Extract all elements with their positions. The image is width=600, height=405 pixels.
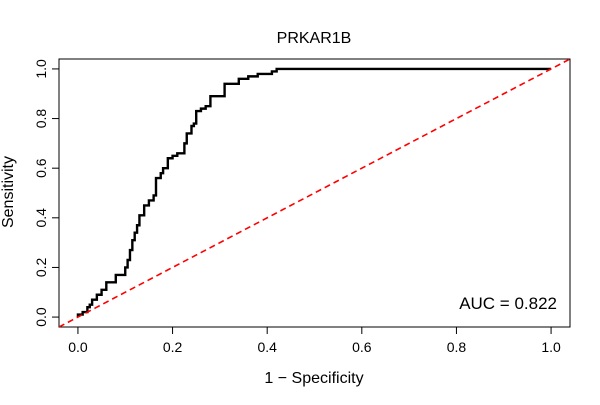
chart-title: PRKAR1B <box>277 30 352 47</box>
x-tick-label: 0.8 <box>447 339 467 355</box>
x-tick-label: 0.2 <box>163 339 183 355</box>
y-tick-label: 0.2 <box>33 258 49 278</box>
chance-diagonal-line <box>59 59 570 327</box>
x-tick-label: 0.4 <box>257 339 277 355</box>
x-tick-label: 0.6 <box>352 339 372 355</box>
x-axis-title: 1 − Specificity <box>264 370 363 387</box>
auc-annotation: AUC = 0.822 <box>459 294 557 313</box>
y-tick-label: 1.0 <box>33 59 49 79</box>
y-axis-title: Sensitivity <box>0 156 17 228</box>
plot-marks: 0.0 0.2 0.4 0.6 0.8 1.0 0.0 0.2 0.4 0.6 0.8 1.0 <box>33 58 571 355</box>
y-tick-label: 0.0 <box>33 307 49 327</box>
x-tick-label: 0.0 <box>68 339 88 355</box>
y-tick-label: 0.4 <box>33 208 49 228</box>
x-tick-label: 1.0 <box>541 339 561 355</box>
y-tick-label: 0.6 <box>33 158 49 178</box>
y-tick-label: 0.8 <box>33 109 49 129</box>
roc-curve-line <box>76 67 552 318</box>
